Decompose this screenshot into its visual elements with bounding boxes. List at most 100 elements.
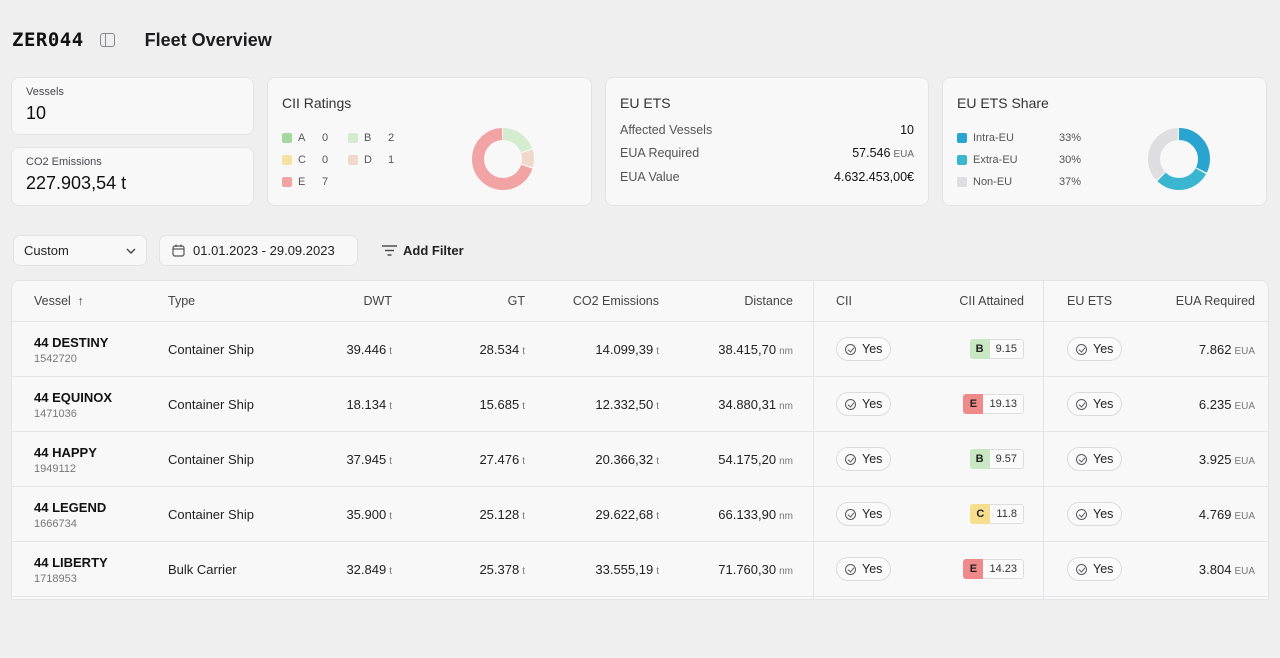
add-filter-button[interactable]: Add Filter <box>382 243 464 258</box>
co2-value: 33.555,19 <box>595 562 654 577</box>
vessel-name[interactable]: 44 LIBERTY <box>34 555 108 570</box>
eua-value-label: EUA Value <box>620 170 680 184</box>
cii-status-pill[interactable]: Yes <box>836 502 892 526</box>
column-header-type[interactable]: Type <box>168 294 196 308</box>
cii-score: 19.13 <box>983 394 1024 414</box>
page-title: Fleet Overview <box>144 29 272 50</box>
dwt-value: 18.134 <box>346 397 387 412</box>
vessel-imo: 1666734 <box>34 518 77 530</box>
table-row[interactable]: 44 LEGEND 1666734 Container Ship 35.900 t 25.… <box>12 487 1268 542</box>
distance-cell: 38.415,70 nm <box>718 342 793 357</box>
dwt-unit: t <box>389 511 392 522</box>
cii-grade-letter: B <box>969 339 990 359</box>
distance-value: 38.415,70 <box>718 342 777 357</box>
check-circle-icon <box>845 563 856 575</box>
cii-status-label: Yes <box>862 507 883 521</box>
dwt-value: 35.900 <box>346 507 387 522</box>
sidebar-toggle-icon[interactable] <box>99 33 115 47</box>
eu-ets-status-pill[interactable]: Yes <box>1067 392 1123 416</box>
dwt-value: 32.849 <box>346 562 387 577</box>
table-row[interactable]: 44 DESTINY 1542720 Container Ship 39.446 t 28… <box>12 322 1268 377</box>
legend-swatch <box>957 155 967 165</box>
vessel-imo: 1949112 <box>34 463 77 475</box>
co2-label: CO2 Emissions <box>26 156 102 168</box>
vessel-name[interactable]: 44 EQUINOX <box>34 390 113 405</box>
eu-ets-status-pill[interactable]: Yes <box>1067 502 1123 526</box>
cii-donut-segment <box>472 128 534 190</box>
dwt-cell: 39.446 t <box>346 342 392 357</box>
period-select[interactable]: Custom <box>14 236 146 265</box>
date-range-picker[interactable]: 01.01.2023 - 29.09.2023 <box>160 236 357 265</box>
co2-unit: t <box>656 401 659 412</box>
cii-status-pill[interactable]: Yes <box>836 447 892 471</box>
co2-unit: t <box>656 456 659 467</box>
legend-grade: B <box>364 132 372 144</box>
column-header-co2[interactable]: CO2 Emissions <box>572 294 659 308</box>
column-header-distance[interactable]: Distance <box>744 294 793 308</box>
column-divider <box>813 281 814 599</box>
eu-ets-status-pill[interactable]: Yes <box>1067 337 1123 361</box>
distance-unit: nm <box>779 566 793 577</box>
legend-count: 1 <box>388 154 395 166</box>
distance-cell: 66.133,90 nm <box>718 507 793 522</box>
table-row[interactable]: 44 HAPPY 1949112 Container Ship 37.945 t 27.4… <box>12 432 1268 487</box>
eu-ets-status-label: Yes <box>1093 507 1114 521</box>
check-circle-icon <box>845 343 856 355</box>
cii-status-pill[interactable]: Yes <box>836 337 892 361</box>
eua-unit: EUA <box>1234 566 1255 577</box>
column-header-eu-ets[interactable]: EU ETS <box>1067 294 1113 308</box>
table-row[interactable]: 44 EQUINOX 1471036 Container Ship 18.134 t 15… <box>12 377 1268 432</box>
legend-grade: D <box>364 154 372 166</box>
cii-ratings-title: CII Ratings <box>282 95 352 111</box>
vessel-cell: 44 LEGEND 1666734 <box>34 500 106 530</box>
cii-grade-letter: C <box>970 504 991 524</box>
eu-ets-status-label: Yes <box>1093 397 1114 411</box>
co2-value: 12.332,50 <box>595 397 654 412</box>
eu-ets-status-pill[interactable]: Yes <box>1067 447 1123 471</box>
app-logo[interactable]: ZER044 <box>12 29 84 51</box>
column-header-cii-attained[interactable]: CII Attained <box>959 294 1024 308</box>
cii-status-label: Yes <box>862 562 883 576</box>
legend-count: 7 <box>322 176 329 188</box>
vessel-name[interactable]: 44 DESTINY <box>34 335 109 350</box>
cii-score: 9.15 <box>989 339 1024 359</box>
table-header: Vessel ↑ Type DWT GT CO2 Emissions Dista… <box>12 281 1268 322</box>
cii-status-pill[interactable]: Yes <box>836 557 892 581</box>
cii-status-pill[interactable]: Yes <box>836 392 892 416</box>
eua-unit: EUA <box>1234 511 1255 522</box>
column-header-eua-required[interactable]: EUA Required <box>1175 294 1255 308</box>
cii-legend-c: C 0 <box>282 154 328 166</box>
co2-cell: 12.332,50 t <box>595 397 659 412</box>
gt-cell: 27.476 t <box>479 452 525 467</box>
eua-cell: 4.769 EUA <box>1199 507 1255 522</box>
legend-label: Extra-EU <box>973 154 1018 166</box>
column-header-dwt[interactable]: DWT <box>363 294 392 308</box>
vessel-cell: 44 HAPPY 1949112 <box>34 445 97 475</box>
eu-ets-status-pill[interactable]: Yes <box>1067 557 1123 581</box>
column-header-vessel[interactable]: Vessel ↑ <box>34 294 84 308</box>
eua-value: 3.804 <box>1198 562 1232 577</box>
table-row[interactable]: 44 LIBERTY 1718953 Bulk Carrier 32.849 t 25.3… <box>12 542 1268 597</box>
column-header-gt[interactable]: GT <box>507 294 525 308</box>
cii-grade-badge: E 14.23 <box>963 559 1024 579</box>
vessel-cell: 44 EQUINOX 1471036 <box>34 390 112 420</box>
vessel-type: Container Ship <box>168 397 254 412</box>
vessel-name[interactable]: 44 HAPPY <box>34 445 97 460</box>
eua-required-label: EUA Required <box>620 146 700 160</box>
co2-value: 227.903,54 t <box>26 173 127 193</box>
gt-cell: 25.378 t <box>479 562 525 577</box>
legend-label: Non-EU <box>973 176 1013 188</box>
legend-grade: A <box>298 132 306 144</box>
co2-unit: t <box>656 566 659 577</box>
column-header-cii[interactable]: CII <box>836 294 852 308</box>
gt-cell: 25.128 t <box>479 507 525 522</box>
eua-unit: EUA <box>1234 346 1255 357</box>
cii-score: 14.23 <box>983 559 1024 579</box>
legend-count: 2 <box>388 132 395 144</box>
eua-value: 4.769 <box>1198 507 1232 522</box>
vessel-name[interactable]: 44 LEGEND <box>34 500 107 515</box>
cii-grade-letter: E <box>963 559 984 579</box>
calendar-icon <box>172 244 185 257</box>
gt-value: 28.534 <box>479 342 520 357</box>
check-circle-icon <box>1076 508 1087 520</box>
